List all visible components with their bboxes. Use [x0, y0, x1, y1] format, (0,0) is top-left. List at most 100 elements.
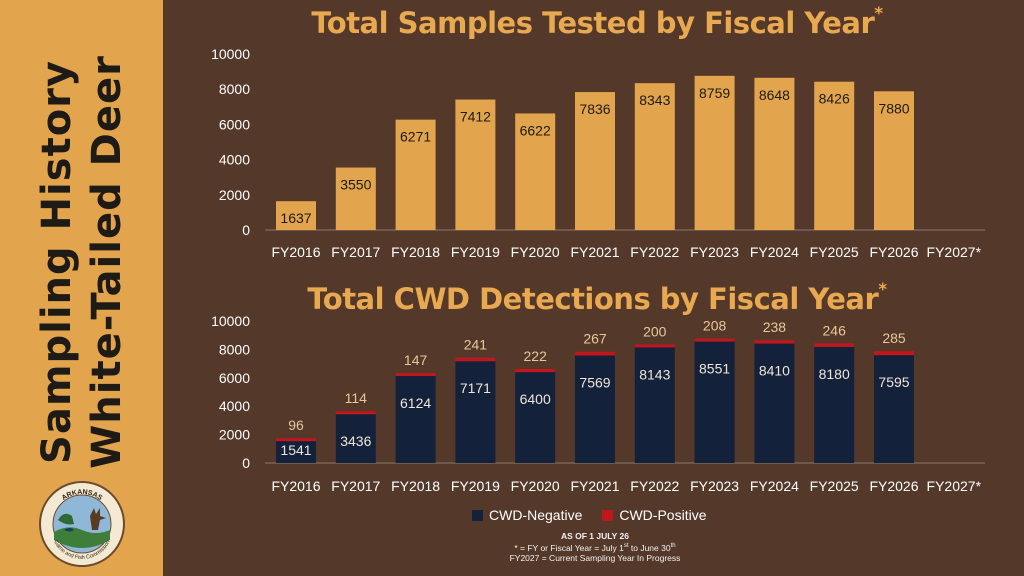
- bar-positive-value-label: 208: [703, 318, 727, 334]
- bar-cwd-negative: [874, 355, 914, 463]
- bar-cwd-negative: [575, 355, 615, 463]
- y-tick-label: 6000: [219, 370, 250, 386]
- x-tick-label: FY2018: [391, 244, 440, 260]
- x-tick-label: FY2027*: [927, 244, 982, 260]
- x-tick-label: FY2023: [690, 478, 739, 494]
- bar-value-label: 6271: [400, 129, 431, 145]
- bar-cwd-negative: [814, 346, 855, 463]
- x-tick-label: FY2017: [331, 478, 380, 494]
- bar-cwd-negative: [515, 372, 556, 463]
- bar-positive-value-label: 222: [524, 348, 548, 364]
- bar-positive-value-label: 238: [763, 319, 787, 335]
- bar-total-samples: [634, 83, 675, 230]
- bar-value-label: 3550: [340, 177, 371, 193]
- y-tick-label: 0: [242, 455, 250, 471]
- x-tick-label: FY2019: [451, 244, 500, 260]
- x-tick-label: FY2025: [810, 244, 859, 260]
- bar-negative-value-label: 1541: [280, 442, 311, 458]
- bar-cwd-positive: [754, 340, 795, 344]
- bar-total-samples: [276, 201, 316, 230]
- y-tick-label: 8000: [219, 81, 250, 97]
- bar-cwd-positive: [276, 438, 316, 442]
- bar-positive-value-label: 246: [823, 322, 847, 338]
- sidebar: Sampling History White-Tailed Deer ARKAN…: [0, 0, 163, 576]
- x-tick-label: FY2024: [750, 244, 799, 260]
- ordinal-suffix: st: [623, 543, 629, 549]
- y-tick-label: 8000: [219, 341, 250, 357]
- bar-total-samples: [874, 91, 914, 230]
- bar-cwd-negative: [634, 347, 675, 463]
- bar-value-label: 7880: [878, 100, 909, 116]
- bar-total-samples: [694, 75, 735, 230]
- legend: CWD-Negative CWD-Positive: [472, 507, 732, 523]
- legend-label-negative: CWD-Negative: [489, 507, 583, 523]
- chart-samples: 0 2000 4000 6000 8000 10000 FY2016 FY2017 FY2018…: [211, 46, 985, 260]
- bar-negative-value-label: 7595: [878, 374, 909, 390]
- bar-cwd-negative: [694, 341, 735, 463]
- bar-negative-value-label: 8180: [819, 366, 850, 382]
- bar-cwd-positive: [694, 338, 735, 342]
- bar-cwd-negative: [335, 414, 376, 463]
- x-tick-label: FY2021: [570, 244, 619, 260]
- chart-title-detections-text: Total CWD Detections by Fiscal Year*: [307, 280, 887, 316]
- bar-cwd-positive: [874, 351, 914, 356]
- footnotes: AS OF 1 JULY 26 * = FY or Fiscal Year = …: [450, 531, 740, 563]
- bar-cwd-negative: [395, 376, 436, 463]
- y-tick-label: 10000: [211, 313, 250, 329]
- bar-cwd-positive: [455, 357, 496, 362]
- x-tick-label: FY2020: [511, 244, 560, 260]
- x-tick-label: FY2027*: [927, 478, 982, 494]
- bar-positive-value-label: 200: [643, 323, 667, 339]
- x-tick-label: FY2022: [630, 244, 679, 260]
- chart-detections: 0 2000 4000 6000 8000 10000 FY2016 FY2017 FY2018…: [211, 313, 985, 494]
- bar-negative-value-label: 8410: [759, 363, 790, 379]
- bar-total-samples: [754, 77, 795, 230]
- x-tick-label: FY2026: [869, 478, 918, 494]
- bar-cwd-positive: [634, 344, 675, 348]
- bar-negative-value-label: 7171: [460, 380, 491, 396]
- bar-cwd-negative: [455, 361, 496, 463]
- x-tick-label: FY2016: [271, 478, 320, 494]
- bar-total-samples: [515, 113, 556, 230]
- legend-swatch-negative: [472, 509, 483, 521]
- title-asterisk: *: [874, 4, 883, 24]
- bar-negative-value-label: 7569: [579, 375, 610, 391]
- legend-label-positive: CWD-Positive: [619, 507, 707, 523]
- ordinal-suffix: th: [670, 543, 676, 549]
- y-tick-label: 6000: [219, 116, 250, 132]
- bar-positive-value-label: 267: [583, 331, 607, 347]
- bar-cwd-positive: [395, 373, 436, 377]
- bar-cwd-negative: [754, 343, 795, 463]
- bar-cwd-positive: [575, 351, 615, 356]
- bar-positive-value-label: 147: [404, 352, 428, 368]
- bar-value-label: 7412: [460, 109, 491, 125]
- bar-negative-value-label: 8143: [639, 366, 670, 382]
- bar-total-samples: [814, 81, 855, 231]
- bar-positive-value-label: 241: [464, 337, 488, 353]
- bar-negative-value-label: 3436: [340, 433, 371, 449]
- x-tick-label: FY2020: [511, 478, 560, 494]
- bar-positive-value-label: 114: [345, 390, 368, 406]
- legend-swatch-positive: [602, 509, 614, 521]
- chart-title-samples-text: Total Samples Tested by Fiscal Year*: [311, 4, 883, 40]
- x-tick-label: FY2022: [630, 478, 679, 494]
- y-tick-label: 2000: [219, 427, 250, 443]
- chart-title-samples: Total Samples Tested by Fiscal Year*: [170, 4, 1024, 40]
- legend-item-positive: CWD-Positive: [602, 507, 706, 523]
- y-tick-label: 4000: [219, 152, 250, 168]
- note-fy-current: FY2027 = Current Sampling Year In Progre…: [509, 552, 681, 563]
- bar-value-label: 8343: [639, 92, 670, 108]
- x-tick-label: FY2026: [869, 244, 918, 260]
- x-tick-label: FY2019: [451, 478, 500, 494]
- note-as-of: AS OF 1 JULY 26: [560, 531, 630, 541]
- y-tick-label: 10000: [211, 46, 250, 62]
- x-tick-label: FY2025: [810, 478, 859, 494]
- y-tick-label: 4000: [219, 398, 250, 414]
- y-tick-label: 2000: [219, 187, 250, 203]
- bar-positive-value-label: 96: [288, 417, 304, 433]
- chart-title-detections: Total CWD Detections by Fiscal Year*: [170, 280, 1024, 316]
- bar-negative-value-label: 6400: [520, 391, 551, 407]
- legend-item-negative: CWD-Negative: [472, 507, 582, 523]
- title-asterisk: *: [878, 280, 887, 300]
- bar-positive-value-label: 285: [882, 330, 906, 346]
